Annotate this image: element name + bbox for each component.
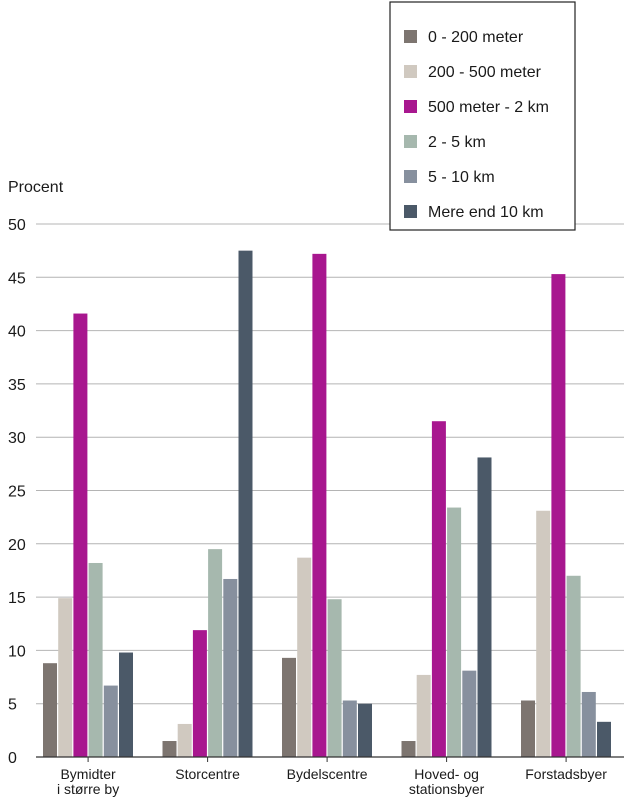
- x-tick-label: Storcentre: [175, 766, 240, 782]
- bar: [431, 421, 446, 757]
- bar: [566, 575, 581, 757]
- legend: 0 - 200 meter 200 - 500 meter 500 meter - …: [389, 1, 576, 231]
- x-tick-label: Bymidter: [60, 766, 116, 782]
- bar: [282, 657, 296, 757]
- legend-label: 5 - 10 km: [428, 169, 495, 186]
- legend-label: 0 - 200 meter: [428, 29, 524, 46]
- bars: [43, 250, 611, 757]
- bar: [477, 457, 492, 757]
- legend-swatch: [404, 170, 417, 183]
- y-tick-label: 15: [8, 590, 26, 607]
- bar: [581, 691, 596, 757]
- bar: [521, 700, 535, 757]
- bar: [327, 599, 342, 757]
- legend-label: Mere end 10 km: [428, 204, 544, 221]
- x-tick-label: Forstadsbyer: [525, 766, 607, 782]
- legend-label: 500 meter - 2 km: [428, 99, 549, 116]
- legend-swatch: [404, 100, 417, 113]
- x-tick-label: i større by: [57, 781, 119, 797]
- legend-label: 2 - 5 km: [428, 134, 486, 151]
- bar: [119, 652, 133, 757]
- bar: [88, 562, 103, 757]
- x-tick-label: stationsbyer: [409, 781, 485, 797]
- y-tick-label: 0: [8, 750, 17, 767]
- bar: [462, 670, 477, 757]
- bar: [58, 598, 73, 757]
- bar: [551, 274, 566, 757]
- x-tick-label: Bydelscentre: [287, 766, 368, 782]
- bar: [401, 741, 416, 757]
- bar: [342, 700, 357, 757]
- bar: [177, 723, 192, 757]
- bar: [597, 721, 611, 757]
- bar: [447, 507, 462, 757]
- y-axis-label: Procent: [8, 179, 64, 196]
- legend-swatch: [404, 30, 417, 43]
- bar: [208, 549, 223, 757]
- y-tick-label: 30: [8, 430, 26, 447]
- bar: [103, 685, 118, 757]
- y-tick-label: 25: [8, 484, 26, 501]
- legend-box: [389, 1, 576, 231]
- legend-label: 200 - 500 meter: [428, 64, 542, 81]
- bar: [162, 741, 177, 757]
- legend-swatch: [404, 65, 417, 78]
- bar: [536, 510, 551, 757]
- y-tick-label: 35: [8, 377, 26, 394]
- y-tick-label: 40: [8, 324, 26, 341]
- bar: [297, 557, 312, 757]
- bar: [416, 674, 431, 757]
- bar: [312, 253, 327, 757]
- y-tick-label: 10: [8, 643, 26, 660]
- bar: [358, 703, 372, 757]
- y-tick-label: 45: [8, 270, 26, 287]
- legend-swatch: [404, 205, 417, 218]
- bar: [223, 578, 238, 757]
- x-tick-label: Hoved- og: [414, 766, 479, 782]
- legend-swatch: [404, 135, 417, 148]
- bar: [43, 663, 57, 757]
- y-tick-label: 20: [8, 537, 26, 554]
- bar: [73, 313, 88, 757]
- y-tick-label: 5: [8, 697, 17, 714]
- y-tick-label: 50: [8, 217, 26, 234]
- bar: [192, 630, 207, 757]
- bar: [238, 250, 253, 757]
